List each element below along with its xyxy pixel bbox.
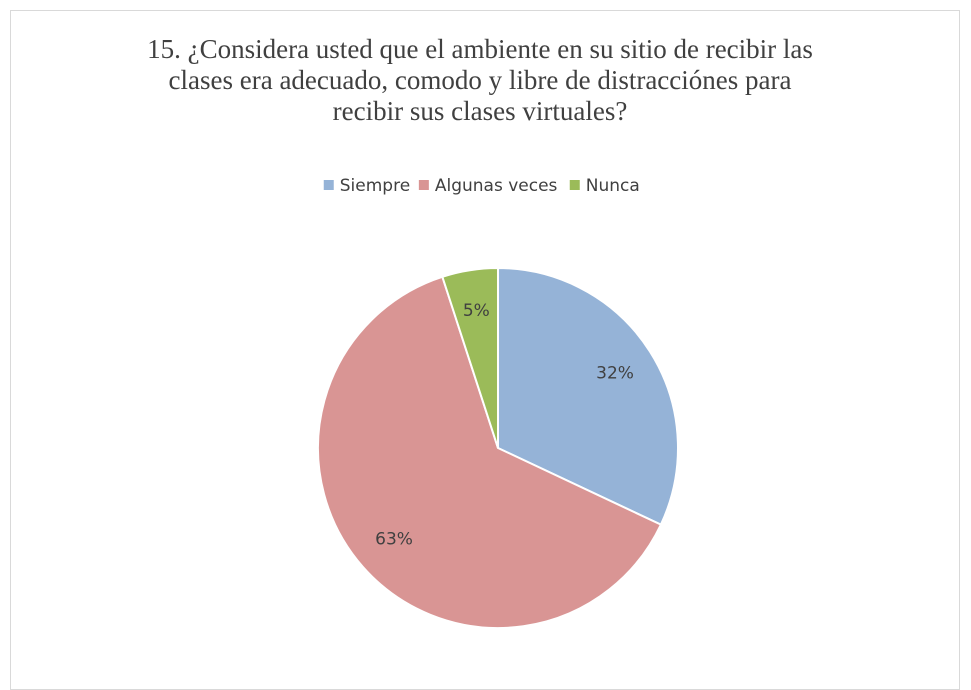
legend-marker [418,180,429,190]
legend-label: Algunas veces [435,176,558,196]
data-label: 63% [375,530,413,550]
chart-title: 15. ¿Considera usted que el ambiente en … [147,34,813,126]
data-label: 32% [596,364,634,384]
pie-slice [441,266,499,449]
data-label: 5% [463,301,490,321]
legend-label: Siempre [340,176,410,196]
legend-marker [323,180,334,190]
pie-slice [317,275,663,629]
legend-marker [569,180,580,190]
pie-slice [497,266,679,526]
legend-label: Nunca [586,176,640,196]
